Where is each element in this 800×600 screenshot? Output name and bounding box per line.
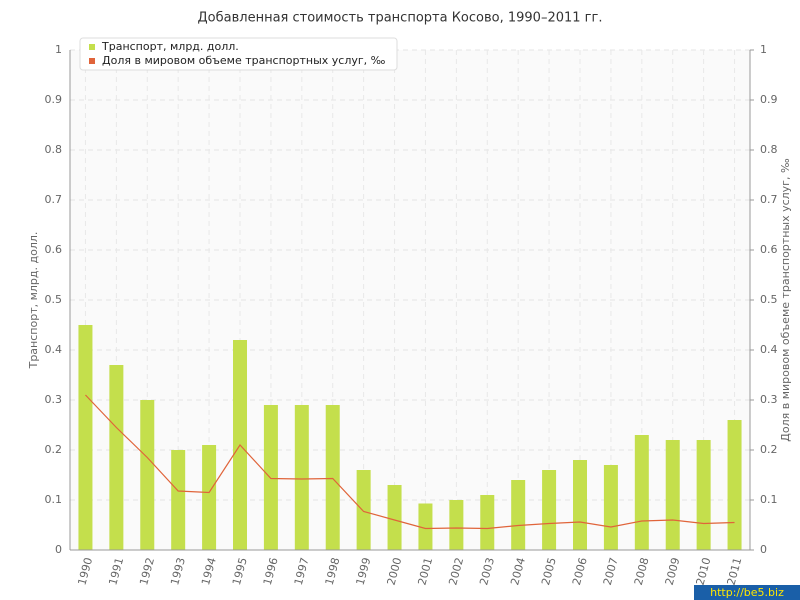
y-tick-label: 0.4: [45, 343, 63, 356]
bar: [542, 470, 557, 550]
y2-tick-label: 0.4: [760, 343, 778, 356]
x-tick-label: 1990: [75, 556, 95, 586]
x-tick-label: 1991: [106, 556, 126, 586]
legend-label: Доля в мировом объеме транспортных услуг…: [102, 54, 386, 67]
y-tick-label: 0.1: [45, 493, 63, 506]
x-tick-label: 1995: [230, 556, 250, 586]
bar: [356, 470, 371, 550]
x-tick-label: 2006: [570, 556, 590, 586]
bar: [727, 420, 742, 550]
y-tick-label: 0.8: [45, 143, 63, 156]
y-tick-label: 0.3: [45, 393, 63, 406]
y-tick-label: 0.9: [45, 93, 63, 106]
bar: [325, 405, 340, 550]
x-tick-label: 2011: [725, 556, 745, 586]
y-tick-label: 0: [55, 543, 62, 556]
x-tick-label: 2010: [694, 556, 714, 586]
legend-swatch: [89, 58, 95, 64]
x-tick-label: 2000: [385, 556, 405, 586]
y-tick-label: 0.6: [45, 243, 63, 256]
watermark-bg: [694, 585, 800, 600]
x-tick-label: 1993: [168, 556, 188, 586]
y-tick-label: 0.7: [45, 193, 63, 206]
y-tick-label: 1: [55, 43, 62, 56]
bar: [696, 440, 711, 550]
x-tick-label: 1998: [323, 556, 343, 586]
bar: [294, 405, 309, 550]
y2-tick-label: 1: [760, 43, 767, 56]
x-tick-label: 1996: [261, 556, 281, 586]
x-tick-label: 1999: [354, 556, 374, 586]
bar: [634, 435, 649, 550]
legend-label: Транспорт, млрд. долл.: [101, 40, 239, 53]
y2-axis-title: Доля в мировом объеме транспортных услуг…: [779, 158, 792, 442]
watermark: http://be5.biz: [710, 586, 784, 599]
bar: [511, 480, 526, 550]
x-tick-label: 2002: [446, 556, 466, 586]
x-tick-label: 2003: [477, 556, 497, 586]
y-tick-label: 0.5: [45, 293, 63, 306]
bar: [109, 365, 124, 550]
y2-tick-label: 0.8: [760, 143, 778, 156]
x-tick-label: 2008: [632, 556, 652, 586]
x-tick-label: 2009: [663, 556, 683, 586]
legend: [79, 37, 398, 71]
y-axis-title: Транспорт, млрд. долл.: [27, 232, 40, 370]
bar: [78, 325, 93, 550]
y2-tick-label: 0.5: [760, 293, 778, 306]
x-tick-label: 1992: [137, 556, 157, 586]
chart-title: Добавленная стоимость транспорта Косово,…: [198, 11, 603, 26]
bar: [449, 500, 464, 550]
y2-tick-label: 0.6: [760, 243, 778, 256]
y2-tick-label: 0.9: [760, 93, 778, 106]
legend-swatch: [89, 44, 95, 50]
y2-tick-label: 0.2: [760, 443, 778, 456]
bar: [387, 485, 402, 550]
x-tick-label: 2001: [415, 556, 435, 586]
x-tick-label: 2004: [508, 556, 528, 586]
y2-tick-label: 0.3: [760, 393, 778, 406]
x-tick-label: 1997: [292, 556, 312, 586]
line: [85, 394, 735, 530]
bar: [480, 495, 495, 550]
bar: [202, 445, 217, 550]
y2-tick-label: 0: [760, 543, 767, 556]
y-tick-label: 0.2: [45, 443, 63, 456]
bar: [140, 400, 155, 550]
bar: [603, 465, 618, 550]
x-tick-label: 1994: [199, 556, 219, 586]
x-tick-label: 2007: [601, 556, 621, 586]
bar: [665, 440, 680, 550]
x-tick-label: 2005: [539, 556, 559, 586]
y2-tick-label: 0.1: [760, 493, 778, 506]
bar: [573, 460, 587, 550]
bar: [418, 503, 433, 550]
bar: [263, 405, 278, 550]
bar: [171, 450, 186, 550]
y2-tick-label: 0.7: [760, 193, 778, 206]
